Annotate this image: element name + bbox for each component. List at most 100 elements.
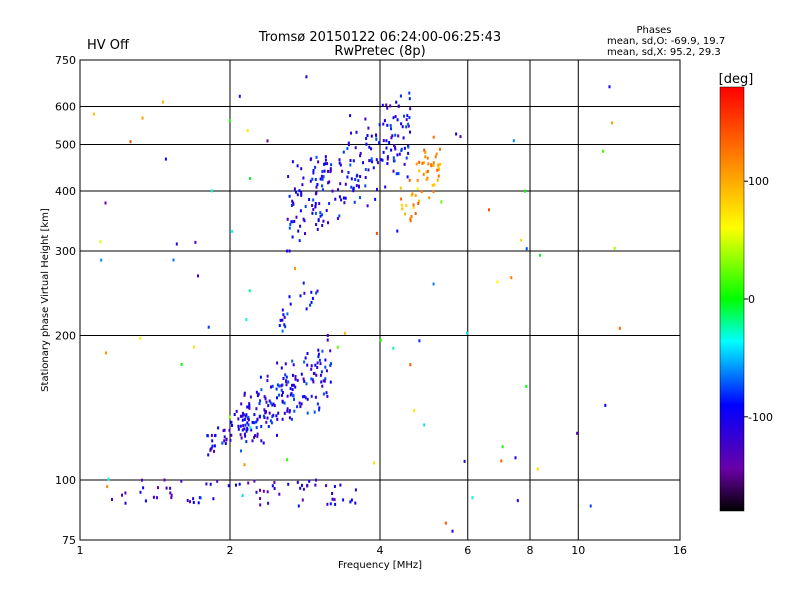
data-point [362,161,364,165]
data-point [323,379,326,383]
data-point [392,156,395,160]
data-point [288,249,291,253]
data-point [312,380,315,384]
data-point [253,413,256,417]
data-point [244,423,247,427]
data-point [288,226,291,230]
data-point [301,183,304,187]
data-point [314,363,317,367]
data-point [281,383,284,387]
data-point [354,178,357,181]
data-point [141,478,143,482]
data-point [276,433,278,437]
data-point [286,407,289,411]
data-point [309,303,312,307]
data-point [206,434,209,438]
data-point [319,177,322,181]
data-point [338,214,341,218]
data-point [309,179,312,183]
data-point [355,130,358,134]
data-point [391,134,394,138]
data-point [315,373,318,377]
data-point [235,409,238,413]
data-point [300,372,303,376]
data-point [250,428,253,432]
data-point [576,431,579,435]
data-point [329,349,332,353]
data-point [281,391,284,394]
data-point [289,393,292,397]
data-point [288,295,291,299]
data-point [516,499,519,503]
data-point [321,384,324,388]
data-point [396,153,399,157]
data-point [312,171,315,175]
data-point [488,208,490,212]
data-point [244,414,247,418]
data-point [270,385,272,389]
data-point [310,364,313,368]
data-point [223,435,226,439]
data-point [333,498,336,502]
data-point [305,307,308,311]
data-point [314,211,317,215]
data-point [267,404,270,408]
data-point [389,104,392,108]
data-point [281,308,284,312]
data-point [286,394,289,398]
data-point [240,449,242,453]
x-tick-label: 8 [527,544,534,557]
data-point [432,190,435,194]
data-point [394,115,397,118]
data-point [369,159,372,163]
data-point [319,211,322,215]
data-point [383,119,386,123]
data-point [243,418,246,421]
data-point [393,144,396,147]
data-point [338,158,341,162]
data-point [316,183,319,186]
data-point [608,85,611,89]
data-point [403,146,406,150]
data-point [286,458,289,462]
data-point [301,498,304,502]
data-point [302,487,305,491]
data-point [602,149,604,153]
data-point [326,502,329,506]
data-point [371,160,374,164]
data-point [156,496,158,500]
data-point [500,459,503,463]
data-point [302,377,305,381]
data-point [302,395,304,399]
data-point [410,215,413,219]
data-point [291,235,294,239]
data-point [331,189,334,193]
data-point [423,161,425,165]
data-point [264,411,267,415]
data-point [319,373,322,377]
data-point [309,158,312,162]
data-point [436,168,439,172]
data-point [129,140,132,144]
data-point [170,493,173,497]
data-point [291,388,294,392]
data-point [439,147,441,151]
data-point [396,229,399,233]
y-tick-label: 750 [55,54,76,67]
data-point [296,193,299,197]
data-point [246,421,249,425]
x-tick-label: 10 [571,544,585,557]
data-point [324,377,327,381]
data-point [407,145,410,149]
data-point [611,121,614,125]
data-point [247,418,250,422]
data-point [382,150,385,154]
data-point [243,393,246,397]
data-point [294,375,297,378]
data-point [386,155,389,159]
data-point [417,202,420,205]
data-point [240,402,243,406]
data-point [241,418,244,422]
data-point [105,351,107,355]
data-point [210,189,213,193]
